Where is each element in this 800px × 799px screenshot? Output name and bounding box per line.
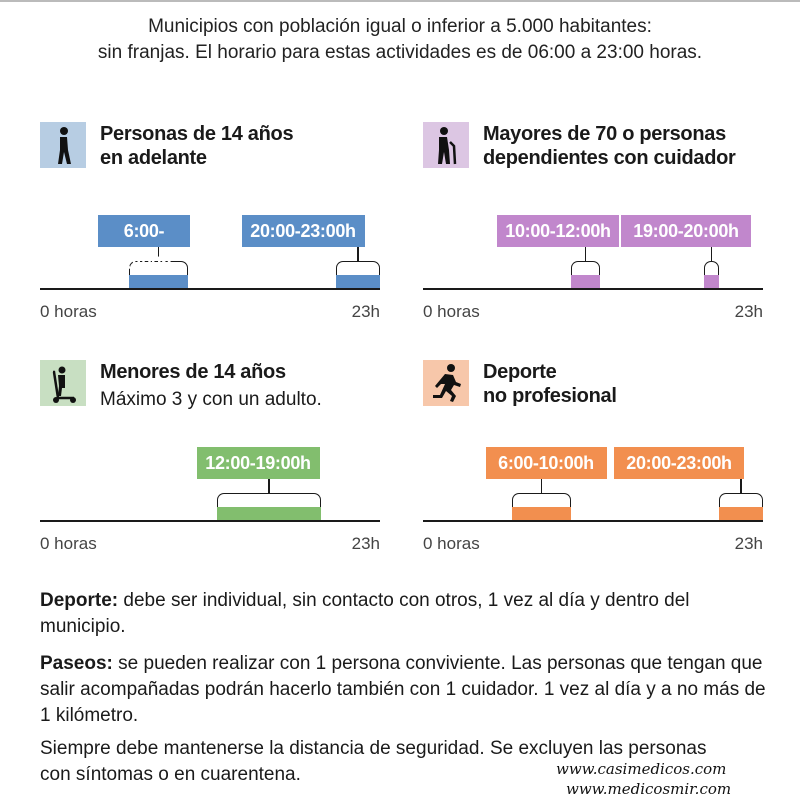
watermark-medicosmir: www.medicosmir.com: [566, 780, 732, 798]
elderly-cane-icon: [423, 122, 469, 168]
note-deporte-text: debe ser individual, sin contacto con ot…: [40, 590, 690, 637]
time-slot-label: 20:00-23:00h: [614, 447, 744, 479]
timeline-axis: [423, 288, 763, 290]
axis-end-label: 23h: [734, 302, 763, 321]
time-slot-bracket: [335, 261, 380, 275]
intro-line-1: Municipios con población igual o inferio…: [148, 16, 652, 37]
time-slot-label: 6:00-10:00h: [98, 215, 190, 273]
note-deporte: Deporte: debe ser individual, sin contac…: [40, 588, 770, 640]
time-slot-bar: [703, 275, 719, 288]
axis-end-label: 23h: [351, 302, 380, 321]
walking-person-icon: [40, 122, 86, 168]
note-deporte-label: Deporte:: [40, 590, 119, 611]
axis-start-label: 0 horas: [40, 302, 97, 321]
time-slot-bar: [718, 507, 763, 520]
time-slot-connector: [357, 247, 359, 261]
time-slot-bar: [128, 275, 188, 288]
timeline-axis: [423, 520, 763, 522]
panel-subtitle: Máximo 3 y con un adulto.: [100, 389, 322, 410]
top-divider: [0, 0, 800, 2]
time-slot-bracket: [718, 493, 763, 507]
panel-title: Mayores de 70 o personas dependientes co…: [483, 123, 736, 169]
axis-start-label: 0 horas: [423, 302, 480, 321]
panel-menores-14: Menores de 14 años Máximo 3 y con un adu…: [40, 360, 380, 560]
time-slot-connector: [157, 247, 159, 261]
panel-title: Personas de 14 años en adelante: [100, 123, 294, 169]
time-slot-bracket: [703, 261, 719, 275]
panel-title: Deporte no profesional: [483, 361, 617, 407]
time-slot-bracket: [511, 493, 571, 507]
note-general: Siempre debe mantenerse la distancia de …: [40, 738, 707, 785]
time-slot-connector: [268, 479, 270, 493]
axis-end-label: 23h: [734, 534, 763, 553]
watermark-casimedicos: www.casimedicos.com: [556, 760, 727, 778]
time-slot-label: 19:00-20:00h: [621, 215, 751, 247]
panel-mayores-70: Mayores de 70 o personas dependientes co…: [423, 122, 763, 322]
runner-icon: [423, 360, 469, 406]
note-paseos-label: Paseos:: [40, 653, 113, 674]
time-slot-connector: [584, 247, 587, 261]
time-slot-bar: [570, 275, 601, 288]
note-paseos: Paseos: se pueden realizar con 1 persona…: [40, 651, 770, 729]
time-slot-label: 10:00-12:00h: [497, 215, 619, 247]
time-slot-bracket: [128, 261, 188, 275]
time-slot-connector: [740, 479, 742, 493]
time-slot-bar: [217, 507, 321, 520]
time-slot-bracket: [570, 261, 601, 275]
panel-title: Menores de 14 años: [100, 361, 286, 383]
axis-start-label: 0 horas: [423, 534, 480, 553]
time-slot-connector: [540, 479, 542, 493]
time-slot-label: 12:00-19:00h: [196, 447, 320, 479]
intro-line-2: sin franjas. El horario para estas activ…: [97, 42, 703, 63]
axis-start-label: 0 horas: [40, 534, 97, 553]
child-scooter-icon: [40, 360, 86, 406]
timeline-axis: [40, 288, 380, 290]
time-slot-bar: [335, 275, 380, 288]
panel-personas-14: Personas de 14 años en adelante 0 horas …: [40, 122, 380, 322]
panel-deporte: Deporte no profesional 0 horas 23h 6:00-…: [423, 360, 763, 560]
time-slot-label: 6:00-10:00h: [485, 447, 607, 479]
time-slot-connector: [710, 247, 712, 261]
axis-end-label: 23h: [351, 534, 380, 553]
timeline-axis: [40, 520, 380, 522]
note-paseos-text: se pueden realizar con 1 persona convivi…: [40, 653, 766, 726]
time-slot-bracket: [217, 493, 321, 507]
time-slot-bar: [511, 507, 571, 520]
intro-text: Municipios con población igual o inferio…: [0, 14, 800, 66]
time-slot-label: 20:00-23:00h: [241, 215, 365, 247]
